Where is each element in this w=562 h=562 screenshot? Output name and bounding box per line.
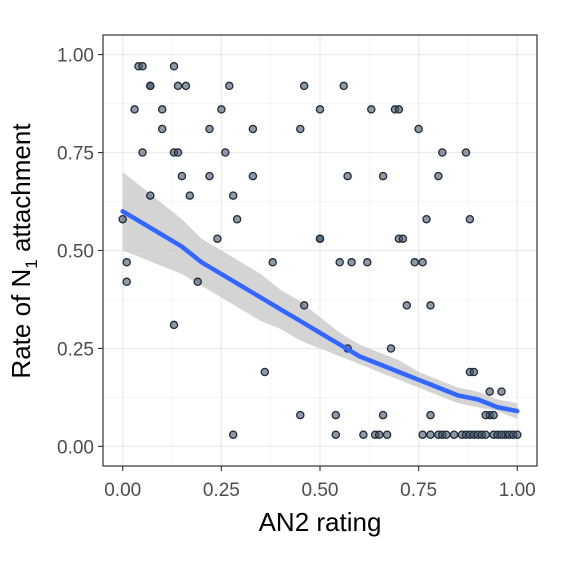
data-point [331, 410, 341, 420]
data-point [299, 81, 309, 91]
data-point [378, 410, 388, 420]
data-point [359, 430, 368, 439]
data-point [426, 430, 435, 439]
data-point [157, 124, 167, 134]
data-point [347, 258, 356, 267]
y-tick-label: 0.75 [57, 144, 94, 165]
data-point [485, 387, 494, 396]
data-point [461, 148, 471, 157]
data-point [414, 124, 423, 134]
data-point [469, 367, 479, 377]
y-tick-label: 0.00 [57, 437, 94, 458]
data-point [438, 148, 447, 157]
data-point [213, 234, 222, 243]
data-point [449, 430, 459, 439]
data-point [228, 430, 238, 439]
data-point [299, 301, 309, 310]
data-point [169, 320, 179, 330]
x-axis-title: AN2 rating [259, 507, 382, 537]
data-point [343, 171, 352, 181]
data-point [146, 191, 155, 200]
data-point [296, 410, 305, 420]
x-tick-label: 1.00 [499, 480, 536, 501]
data-point [331, 430, 341, 439]
data-point [173, 148, 183, 157]
data-point [118, 214, 127, 224]
data-point [422, 214, 431, 224]
data-point [442, 430, 451, 439]
data-point [481, 410, 490, 420]
data-point [497, 430, 506, 439]
data-point [426, 410, 435, 420]
data-point [296, 124, 305, 134]
data-point [185, 191, 195, 200]
y-axis-title-suffix: attachment [6, 123, 36, 260]
data-point [339, 81, 348, 91]
data-point [268, 258, 277, 267]
data-point [418, 430, 427, 439]
data-point [335, 258, 344, 267]
data-point [205, 124, 214, 134]
x-tick-label: 0.75 [400, 480, 437, 501]
data-point [193, 277, 202, 287]
x-axis-ticks: 0.00 0.25 0.50 0.75 1.00 [104, 466, 536, 501]
data-point [481, 430, 490, 439]
y-axis-title: Rate of N1 attachment [6, 123, 41, 379]
y-axis-ticks: 0.00 0.25 0.50 0.75 1.00 [57, 46, 103, 458]
data-point [434, 171, 443, 181]
data-point [173, 81, 183, 91]
x-tick-label: 0.25 [203, 480, 240, 501]
y-axis-title-main: Rate of N [6, 269, 36, 379]
data-point [402, 301, 412, 310]
data-point [122, 258, 131, 267]
data-point [146, 81, 155, 91]
data-point [394, 105, 404, 114]
data-point [157, 105, 167, 114]
data-point [228, 191, 238, 200]
data-point [177, 171, 187, 181]
data-point [315, 234, 325, 243]
data-point [232, 214, 242, 224]
data-point [138, 62, 147, 71]
data-point [382, 430, 392, 439]
data-point [315, 105, 325, 114]
data-point [260, 367, 270, 377]
data-point [122, 277, 131, 287]
data-point [138, 148, 147, 157]
data-point [363, 258, 372, 267]
points-layer [118, 62, 522, 439]
data-point [181, 81, 191, 91]
x-tick-label: 0.50 [302, 480, 339, 501]
data-point [221, 148, 230, 157]
fit-line-layer [120, 209, 520, 414]
confidence-ribbon-layer [122, 172, 518, 419]
y-tick-label: 1.00 [57, 46, 94, 67]
fit-line [120, 209, 520, 414]
data-point [398, 234, 408, 243]
data-point [426, 301, 435, 310]
y-tick-label: 0.50 [57, 242, 94, 263]
confidence-ribbon [122, 172, 518, 419]
y-axis-title-subscript: 1 [22, 259, 41, 268]
data-point [378, 171, 388, 181]
data-point [367, 105, 376, 114]
data-point [410, 258, 419, 267]
data-point [386, 344, 396, 353]
data-point [205, 171, 214, 181]
data-point [374, 430, 384, 439]
data-point [418, 258, 427, 267]
data-point [513, 430, 522, 439]
data-point [130, 105, 139, 114]
data-point [248, 171, 258, 181]
x-tick-label: 0.00 [104, 480, 141, 501]
data-point [465, 214, 475, 224]
data-point [169, 62, 179, 71]
y-tick-label: 0.25 [57, 339, 94, 360]
data-point [497, 387, 506, 396]
data-point [248, 124, 258, 134]
data-point [217, 105, 226, 114]
data-point [225, 81, 234, 91]
data-point [489, 410, 498, 420]
